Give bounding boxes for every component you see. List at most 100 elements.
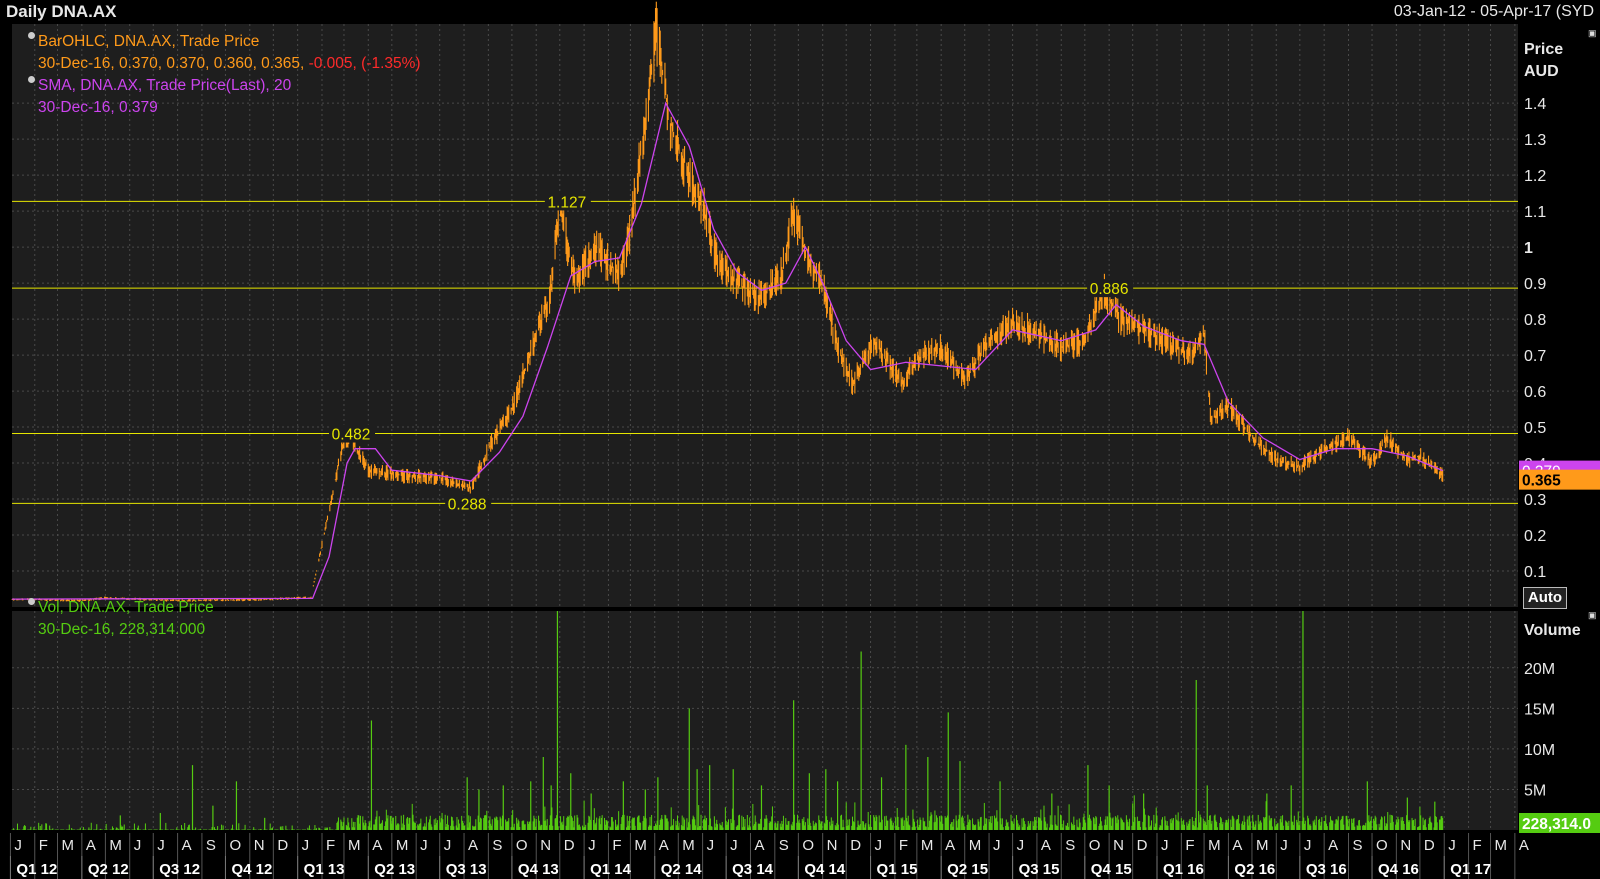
quarter-label: Q1 12: [16, 861, 57, 878]
ohlc-legend-values: 30-Dec-16, 0.370, 0.370, 0.360, 0.365,: [38, 55, 305, 72]
chart-title: Daily DNA.AX: [6, 2, 117, 21]
month-label: A: [1041, 837, 1051, 854]
month-label: M: [682, 837, 695, 854]
reference-label-bg: [329, 424, 376, 443]
price-tick-label: 0.5: [1524, 420, 1546, 437]
month-label: S: [492, 837, 502, 854]
month-label: J: [1448, 837, 1456, 854]
sma-line: [11, 101, 1443, 600]
auto-scale-button[interactable]: Auto: [1523, 587, 1567, 609]
month-label: O: [516, 837, 528, 854]
month-label: S: [206, 837, 216, 854]
price-last-value: 0.365: [1522, 473, 1561, 490]
sma-legend-name: SMA, DNA.AX, Trade Price(Last), 20: [38, 77, 292, 94]
reference-label-bg: [544, 192, 591, 211]
month-label: A: [182, 837, 192, 854]
quarter-label: Q2 12: [88, 861, 129, 878]
month-label: J: [14, 837, 21, 854]
volume-tick-label: 20M: [1524, 661, 1555, 678]
month-label: A: [659, 837, 669, 854]
sma-legend-row[interactable]: SMA, DNA.AX, Trade Price(Last), 20: [28, 75, 421, 97]
month-label: N: [1400, 837, 1411, 854]
sma-legend-values: 30-Dec-16, 0.379: [38, 99, 158, 116]
sma-settings-icon[interactable]: [28, 76, 35, 83]
ohlc-legend-change: -0.005, (-1.35%): [308, 55, 421, 72]
horizontal-line-labels: 1.127 0.886 0.482 0.288: [329, 192, 1134, 513]
month-label: J: [730, 837, 738, 854]
quarter-label: Q3 13: [446, 861, 487, 878]
reference-label-bg: [1087, 279, 1134, 298]
month-label: O: [1089, 837, 1101, 854]
month-label: J: [1161, 837, 1169, 854]
reference-line-label: 1.127: [547, 194, 586, 211]
vol-legend-values: 30-Dec-16, 228,314.000: [38, 621, 206, 638]
quarter-label: Q1 16: [1163, 861, 1204, 878]
volume-tick-label: 5M: [1524, 782, 1546, 799]
quarter-label: Q3 16: [1306, 861, 1347, 878]
price-series: [11, 1, 1444, 602]
volume-last-tag: [1519, 813, 1600, 833]
price-tick-label: 1.4: [1524, 96, 1546, 113]
month-label: A: [1328, 837, 1338, 854]
reference-label-bg: [445, 494, 492, 513]
vol-legend-row[interactable]: Vol, DNA.AX, Trade Price: [28, 597, 214, 619]
month-label: J: [1304, 837, 1312, 854]
price-axis-title: Price AUD: [1524, 39, 1563, 83]
month-label: D: [1424, 837, 1435, 854]
price-tick-label: 1.3: [1524, 132, 1546, 149]
price-tick-label: 0.8: [1524, 312, 1546, 329]
quarter-label: Q3 14: [732, 861, 774, 878]
month-label: D: [277, 837, 288, 854]
month-label: A: [86, 837, 96, 854]
month-label: J: [157, 837, 165, 854]
month-label: J: [1280, 837, 1288, 854]
price-panel-menu-icon[interactable]: ▣: [1588, 28, 1597, 38]
ohlc-values-row: 30-Dec-16, 0.370, 0.370, 0.360, 0.365, -…: [28, 53, 421, 75]
month-label: O: [229, 837, 241, 854]
month-label: J: [993, 837, 1001, 854]
price-last-tag: [1519, 469, 1600, 490]
price-tick-label: 0.3: [1524, 492, 1546, 509]
price-axis-unit: AUD: [1524, 63, 1559, 80]
month-label: S: [1065, 837, 1075, 854]
price-tick-label: 0.7: [1524, 348, 1546, 365]
month-label: A: [1519, 837, 1529, 854]
month-label: N: [827, 837, 838, 854]
quarter-label: Q3 12: [159, 861, 200, 878]
month-label: M: [634, 837, 647, 854]
price-tick-label: 0.2: [1524, 528, 1546, 545]
month-label: S: [1352, 837, 1362, 854]
date-range: 03-Jan-12 - 05-Apr-17 (SYD: [1393, 3, 1594, 20]
month-label: S: [779, 837, 789, 854]
ohlc-legend-row[interactable]: BarOHLC, DNA.AX, Trade Price: [28, 31, 421, 53]
grid-lines: [12, 24, 1518, 830]
vol-values-row: 30-Dec-16, 228,314.000: [28, 619, 214, 641]
month-label: M: [1256, 837, 1269, 854]
month-label: F: [39, 837, 48, 854]
quarter-label: Q3 15: [1019, 861, 1060, 878]
month-label: N: [540, 837, 551, 854]
month-label: J: [420, 837, 428, 854]
month-label: M: [1208, 837, 1221, 854]
month-label: M: [396, 837, 409, 854]
vol-settings-icon[interactable]: [28, 598, 35, 605]
month-label: A: [945, 837, 955, 854]
volume-panel-menu-icon[interactable]: ▣: [1588, 610, 1597, 620]
month-label: J: [134, 837, 142, 854]
volume-tick-label: 10M: [1524, 742, 1555, 759]
month-label: D: [564, 837, 575, 854]
month-label: D: [850, 837, 861, 854]
quarter-label: Q4 13: [518, 861, 559, 878]
quarter-label: Q1 17: [1450, 861, 1491, 878]
month-label: N: [1113, 837, 1124, 854]
ohlc-settings-icon[interactable]: [28, 32, 35, 39]
month-label: M: [62, 837, 75, 854]
month-label: A: [754, 837, 764, 854]
price-tick-label: 0.1: [1524, 564, 1546, 581]
quarter-label: Q2 16: [1234, 861, 1275, 878]
month-label: M: [348, 837, 361, 854]
month-label: J: [1017, 837, 1025, 854]
quarter-label: Q4 14: [804, 861, 846, 878]
price-tick-label: 0.6: [1524, 384, 1546, 401]
